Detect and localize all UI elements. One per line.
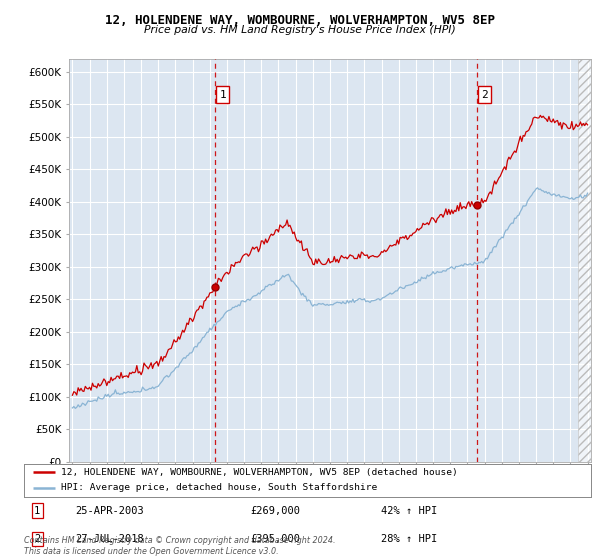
Text: £395,000: £395,000 (251, 534, 301, 544)
Text: 12, HOLENDENE WAY, WOMBOURNE, WOLVERHAMPTON, WV5 8EP: 12, HOLENDENE WAY, WOMBOURNE, WOLVERHAMP… (105, 14, 495, 27)
Text: Price paid vs. HM Land Registry's House Price Index (HPI): Price paid vs. HM Land Registry's House … (144, 25, 456, 35)
Text: HPI: Average price, detached house, South Staffordshire: HPI: Average price, detached house, Sout… (61, 483, 377, 492)
Text: 1: 1 (220, 90, 226, 100)
Text: 2: 2 (481, 90, 488, 100)
Text: 12, HOLENDENE WAY, WOMBOURNE, WOLVERHAMPTON, WV5 8EP (detached house): 12, HOLENDENE WAY, WOMBOURNE, WOLVERHAMP… (61, 468, 458, 477)
Text: 28% ↑ HPI: 28% ↑ HPI (381, 534, 437, 544)
Text: 25-APR-2003: 25-APR-2003 (75, 506, 144, 516)
Text: £269,000: £269,000 (251, 506, 301, 516)
Text: 42% ↑ HPI: 42% ↑ HPI (381, 506, 437, 516)
Text: Contains HM Land Registry data © Crown copyright and database right 2024.
This d: Contains HM Land Registry data © Crown c… (24, 536, 335, 556)
Text: 1: 1 (34, 506, 40, 516)
Text: 27-JUL-2018: 27-JUL-2018 (75, 534, 144, 544)
Text: 2: 2 (34, 534, 40, 544)
